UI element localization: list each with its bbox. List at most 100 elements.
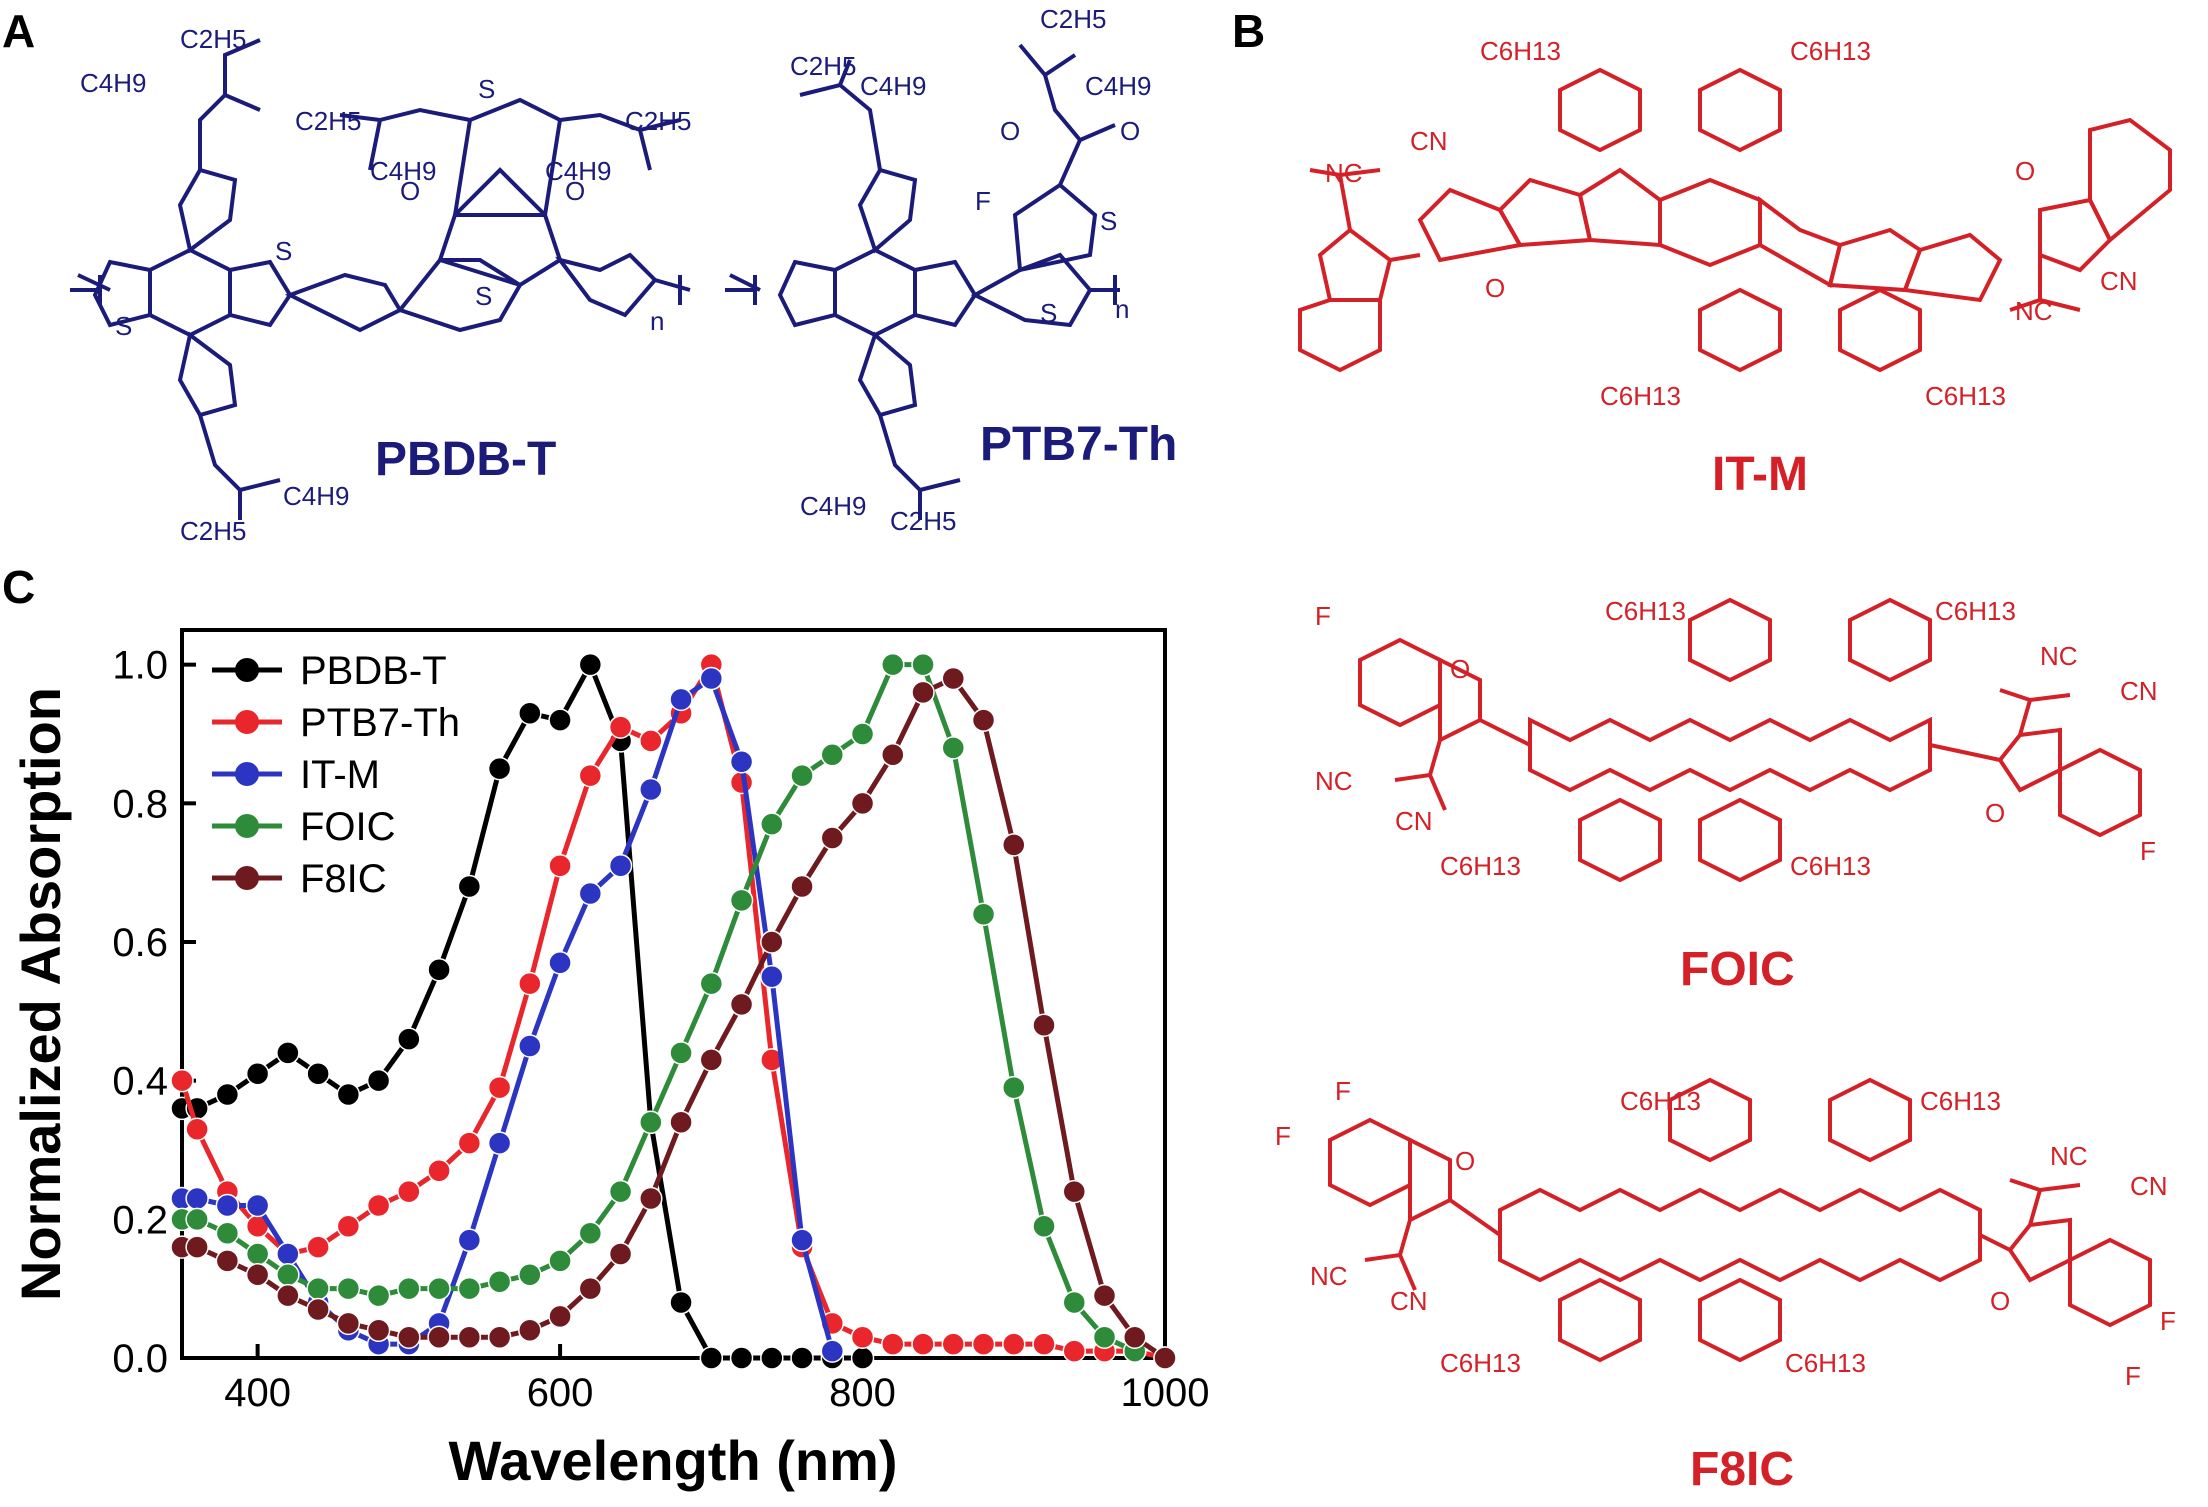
ptb7th-side-thiophene-bottom: [857, 331, 918, 418]
ptb7th-o-carbonyl: O: [1120, 116, 1140, 146]
data-point: [578, 1221, 603, 1245]
pbdbt-s-bdt-2: S: [275, 236, 292, 266]
x-tick-label: 1000: [1121, 1371, 1210, 1415]
data-point: [729, 888, 754, 913]
y-axis-title: Normalized Absorption: [9, 687, 72, 1301]
f8ic-structure: [1328, 1077, 2152, 1363]
data-point: [336, 1311, 361, 1336]
data-point: [457, 1325, 482, 1349]
data-point: [306, 1297, 330, 1322]
data-point: [699, 1048, 724, 1072]
data-point: [487, 1131, 512, 1155]
data-point: [1002, 833, 1026, 857]
data-point: [881, 652, 905, 677]
data-point: [366, 1068, 391, 1093]
x-axis-title: Wavelength (nm): [448, 1429, 897, 1492]
f8ic-cn-right: CN: [2130, 1171, 2168, 1201]
pbdbt-side-thiophene-bottom: [177, 331, 238, 418]
itm-structure: [1298, 67, 2172, 373]
y-tick-label: 0.4: [112, 1060, 168, 1104]
data-point: [276, 1263, 300, 1287]
foic-cn-right: CN: [2120, 676, 2158, 706]
data-point: [366, 1283, 391, 1308]
ptb7th-bdt-thiophene-left: [777, 259, 837, 328]
pbdbt-c4h9-left: C4H9: [370, 156, 436, 186]
y-tick-label: 1.0: [112, 644, 168, 688]
legend-marker: [235, 814, 259, 838]
legend-marker: [235, 710, 259, 734]
pbdbt-c4h9-right: C4H9: [545, 156, 611, 186]
data-point: [245, 1263, 270, 1287]
data-point: [518, 1034, 542, 1058]
data-point: [397, 1325, 421, 1349]
legend-label: PBDB-T: [300, 649, 447, 693]
ptb7th-bdt-thiophene-right: [913, 259, 978, 328]
pbdbt-s-bdd: S: [478, 74, 495, 104]
f8ic-cn-left: CN: [1390, 1286, 1428, 1316]
series-FOIC: [170, 652, 1147, 1363]
data-point: [820, 743, 845, 767]
foic-structure: [1358, 597, 2142, 883]
data-point: [548, 951, 572, 975]
itm-ic-left-5ring: [1317, 227, 1393, 302]
data-point: [548, 1249, 572, 1273]
data-point: [1032, 1013, 1056, 1037]
data-point: [1092, 1283, 1117, 1308]
ptb7th-side-thiophene-top: [857, 167, 918, 254]
series-PTB7-Th: [170, 652, 1177, 1370]
data-point: [170, 1068, 194, 1093]
pbdbt-structure: [70, 38, 691, 520]
data-point: [850, 722, 875, 746]
data-point: [639, 1186, 663, 1211]
legend-label: PTB7-Th: [300, 701, 460, 745]
data-point: [1123, 1325, 1147, 1349]
data-point: [245, 1061, 270, 1086]
data-point: [669, 1041, 693, 1065]
data-point: [911, 1332, 935, 1356]
pbdbt-bdd-chains: [339, 107, 681, 171]
ptb7th-c2h5-top: C2H5: [790, 51, 856, 81]
data-point: [1062, 1339, 1087, 1363]
data-point: [487, 1075, 512, 1100]
data-point: [790, 763, 814, 788]
data-point: [487, 756, 512, 781]
pbdbt-c2h5-left: C2H5: [295, 106, 361, 136]
data-point: [518, 1318, 542, 1343]
itm-left-cp: [1577, 167, 1662, 248]
legend-label: FOIC: [300, 805, 396, 849]
data-point: [699, 1346, 724, 1370]
data-point: [185, 1117, 209, 1141]
ptb7th-tt-upper: [1012, 182, 1098, 273]
foic-phenyl-4: [1698, 797, 1782, 883]
data-point: [790, 1228, 814, 1252]
ptb7th-ester-chain: [1018, 43, 1116, 186]
data-point: [820, 826, 845, 850]
data-point: [608, 1179, 633, 1204]
ptb7th-bdt-benzene: [833, 247, 917, 338]
legend: PBDB-T PTB7-Th IT-M FOIC F8IC: [212, 649, 460, 901]
data-point: [336, 1276, 361, 1301]
legend-marker: [235, 866, 259, 890]
pbdbt-name: PBDB-T: [375, 433, 556, 486]
data-point: [790, 874, 814, 899]
legend-marker: [235, 762, 259, 786]
foic-phenyl-1: [1688, 597, 1772, 683]
f8ic-c6h13-2: C6H13: [1920, 1086, 2001, 1116]
ptb7th-bracket-left: [725, 273, 761, 305]
foic-o-left: O: [1450, 654, 1470, 684]
data-point: [336, 1082, 361, 1107]
pbdbt-bdd-thiophene-top: [396, 258, 523, 333]
pbdbt-bracket-right: [654, 275, 691, 305]
y-tick-label: 0.2: [112, 1198, 168, 1242]
ptb7th-c2h5-ester: C2H5: [1040, 4, 1106, 34]
pbdbt-repeat-n: n: [650, 306, 664, 336]
data-point: [215, 1249, 240, 1273]
itm-thio-left: [1417, 187, 1524, 263]
data-point: [397, 1179, 421, 1204]
foic-nc-left: NC: [1315, 766, 1353, 796]
data-point: [1092, 1325, 1117, 1349]
legend-label: F8IC: [300, 857, 387, 901]
data-point: [760, 812, 784, 836]
f8ic-nc-left: NC: [1310, 1261, 1348, 1291]
data-point: [699, 971, 724, 996]
